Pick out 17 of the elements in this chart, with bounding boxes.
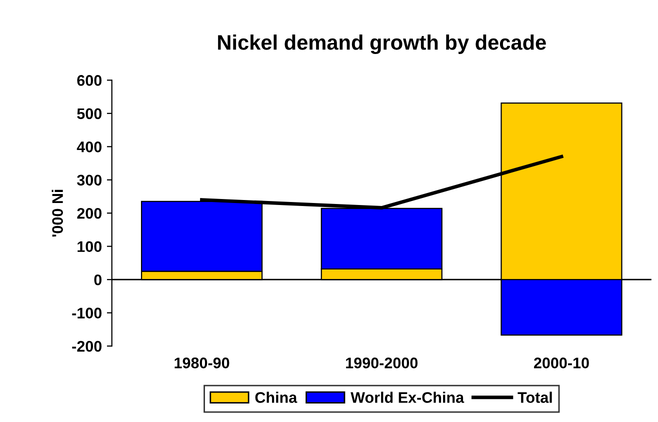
y-tick-label: 100 [78, 241, 102, 252]
x-tick-label: 1980-90 [174, 358, 230, 368]
y-tick-label: -200 [72, 340, 102, 352]
y-tick-label: 300 [77, 174, 102, 186]
chart-title: Nickel demand growth by decade [218, 34, 546, 54]
x-tick-label: 2000-10 [534, 358, 589, 368]
y-tick-label: 200 [77, 208, 102, 219]
y-tick-label: 600 [77, 75, 102, 86]
y-axis-title: '000 Ni [52, 190, 63, 237]
y-tick-label: 0 [94, 274, 102, 286]
y-tick-label: 500 [77, 108, 102, 120]
x-tick-label: 1990-2000 [346, 358, 418, 368]
y-tick-label: -100 [72, 308, 102, 318]
y-tick-label: 400 [76, 142, 102, 152]
legend-label: World Ex-China [350, 392, 464, 403]
legend-label: China [255, 392, 298, 403]
legend-label: Total [518, 392, 552, 403]
